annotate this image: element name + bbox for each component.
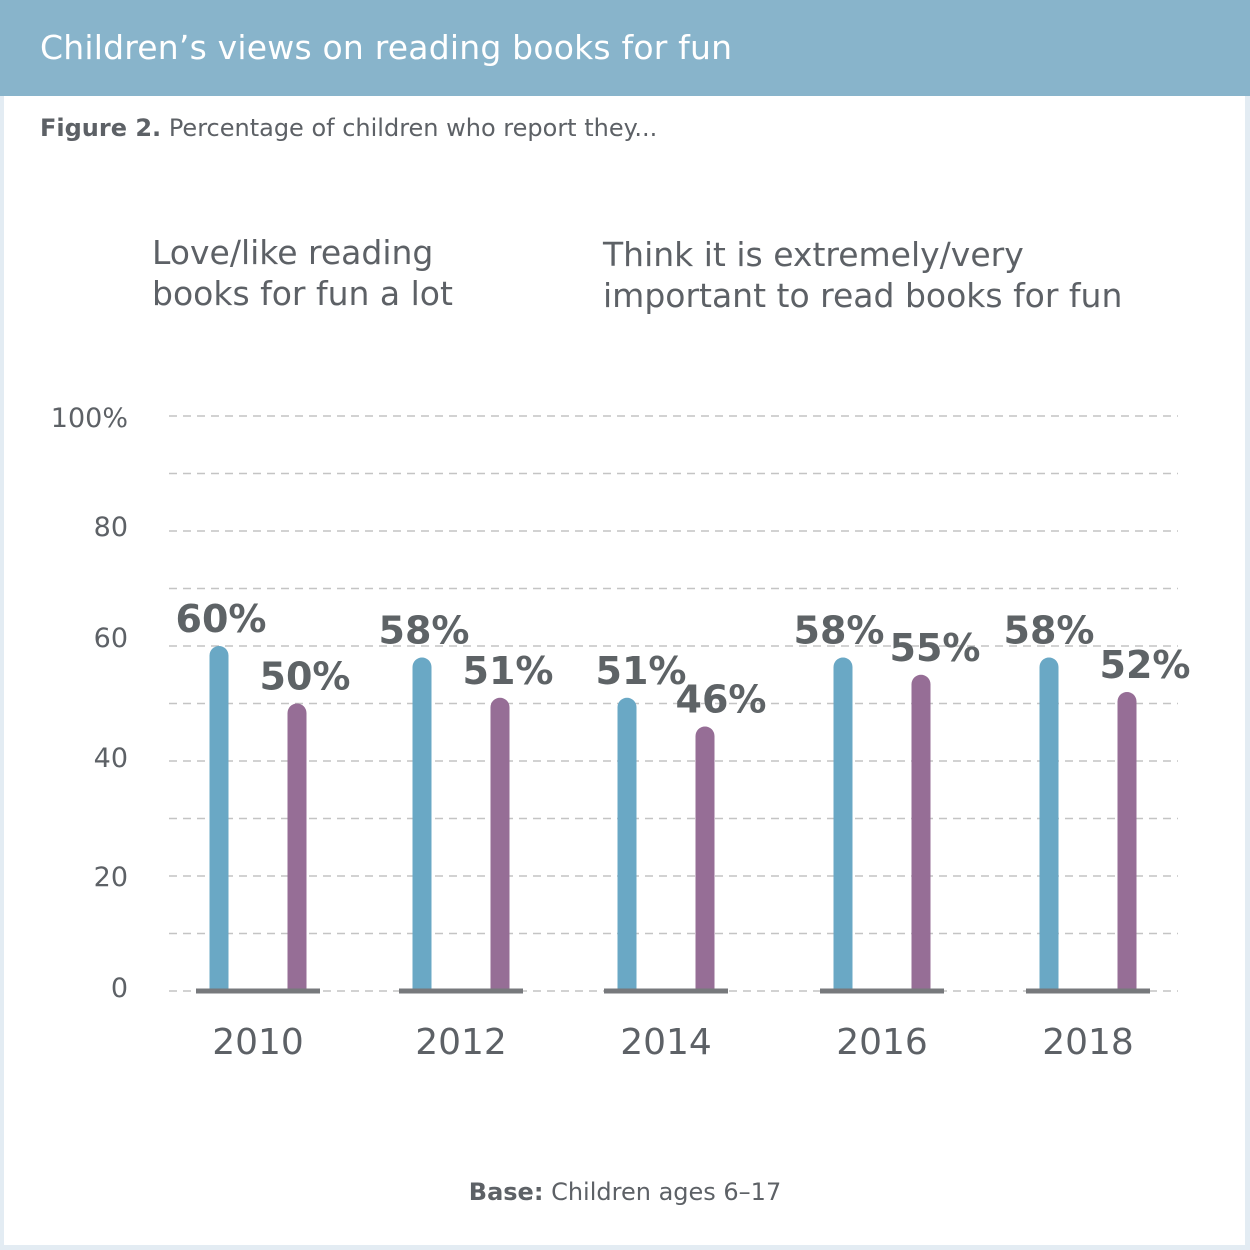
bar-important-2018: [1117, 692, 1137, 991]
bar-important-2016: [911, 674, 931, 991]
data-label: 60%: [176, 597, 267, 641]
x-tick-label: 2014: [620, 1022, 712, 1063]
bar-important-2012: [490, 697, 510, 991]
y-tick-label: 100%: [51, 403, 128, 434]
bar-important-2010: [287, 703, 307, 991]
y-tick-label: 60: [94, 623, 128, 654]
data-label: 55%: [890, 626, 981, 670]
figure-label: Figure 2.: [40, 114, 162, 142]
base-note-label: Base:: [468, 1178, 544, 1206]
bars: [209, 646, 1137, 991]
data-label: 51%: [596, 649, 687, 693]
data-label: 58%: [379, 609, 470, 653]
gridlines: [169, 415, 1178, 992]
x-tick-label: 2016: [836, 1022, 928, 1063]
x-tick-label: 2012: [415, 1022, 507, 1063]
header-band: Children’s views on reading books for fu…: [0, 0, 1250, 96]
base-note-text: Children ages 6–17: [551, 1178, 782, 1206]
bar-love-like-2010: [209, 646, 229, 991]
legend-label-line2: books for fun a lot: [152, 274, 453, 313]
y-tick-label: 0: [111, 973, 128, 1004]
y-tick-label: 40: [94, 743, 128, 774]
bar-love-like-2012: [412, 657, 432, 991]
legend-label-line2: important to read books for fun: [603, 276, 1123, 315]
x-tick-label: 2018: [1042, 1022, 1134, 1063]
legend-label-line1: Think it is extremely/very: [603, 235, 1024, 274]
figure-caption-text: Percentage of children who report they..…: [168, 114, 658, 142]
data-labels: 60%50%58%51% 51%46%58% 55% 58%52%: [176, 597, 1191, 722]
data-label: 58%: [794, 609, 885, 653]
y-axis-ticks: 0 20 40 60 80 100%: [51, 403, 128, 1004]
data-label: 52%: [1100, 643, 1191, 687]
data-label: 50%: [260, 655, 351, 699]
figure-caption: Figure 2. Percentage of children who rep…: [40, 114, 657, 142]
data-label: 51%: [463, 649, 554, 693]
bar-important-2014: [695, 726, 715, 991]
y-tick-label: 80: [94, 512, 128, 543]
x-tick-label: 2010: [212, 1022, 304, 1063]
bar-love-like-2016: [833, 657, 853, 991]
bar-love-like-2014: [617, 697, 637, 991]
legend-label-line1: Love/like reading: [152, 233, 434, 272]
data-label: 46%: [676, 678, 767, 722]
y-tick-label: 20: [94, 862, 128, 893]
base-note: Base: Children ages 6–17: [0, 1178, 1250, 1206]
chart-card: [4, 0, 1245, 1245]
bar-love-like-2018: [1039, 657, 1059, 991]
data-label: 58%: [1004, 609, 1095, 653]
x-axis-ticks: 2010 2012 2014 2016 2018: [212, 1022, 1134, 1063]
chart-title: Children’s views on reading books for fu…: [40, 28, 733, 67]
